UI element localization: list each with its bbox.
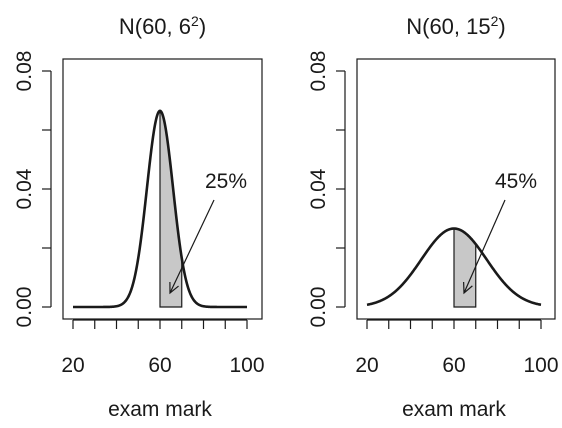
annotation-arrow xyxy=(169,199,215,294)
annotation-arrow xyxy=(463,199,506,294)
chart-title: N(60, 62) xyxy=(119,13,206,39)
chart-title-title: N(60, 6 xyxy=(119,14,191,39)
plot-frame xyxy=(356,58,556,320)
annotation-arrowhead xyxy=(463,281,473,295)
x-tick-label: 60 xyxy=(442,354,465,377)
y-tick-label: 0.08 xyxy=(307,51,330,92)
y-tick-label: 0.00 xyxy=(13,287,36,328)
shaded-area xyxy=(159,110,183,308)
x-tick-label: 100 xyxy=(229,354,264,377)
x-axis-label: exam mark xyxy=(402,398,506,421)
y-tick-label: 0.08 xyxy=(13,51,36,92)
y-tick-label: 0.04 xyxy=(13,168,36,209)
density-curve xyxy=(366,227,542,307)
y-tick-label: 0.04 xyxy=(307,168,330,209)
y-tick-label: 0.00 xyxy=(307,287,330,328)
chart-title-title-sup: 2 xyxy=(191,13,199,29)
annotation-label: 45% xyxy=(495,170,537,193)
chart-panel-1: 25% 20 60 100 exam mark 0.00 0.04 0.08 N(60, 62) xyxy=(13,13,265,421)
x-tick-label: 100 xyxy=(523,354,558,377)
annotation-arrowhead xyxy=(169,281,179,295)
plot-frame xyxy=(62,58,263,320)
chart-title-title-close: ) xyxy=(199,14,206,39)
annotation-label: 25% xyxy=(205,170,247,193)
density-curve xyxy=(73,109,247,309)
x-tick-label: 60 xyxy=(148,354,171,377)
x-tick-label: 20 xyxy=(355,354,378,377)
chart-title-title-close: ) xyxy=(498,14,505,39)
chart-title: N(60, 152) xyxy=(406,13,506,39)
x-axis-label: exam mark xyxy=(108,398,212,421)
chart-panel-2: 45% 20 60 100 exam mark 0.00 0.04 0.08 N(60, 152… xyxy=(307,13,559,421)
chart-title-title: N(60, 15 xyxy=(406,14,490,39)
chart-title-title-sup: 2 xyxy=(491,13,499,29)
x-tick-label: 20 xyxy=(61,354,84,377)
